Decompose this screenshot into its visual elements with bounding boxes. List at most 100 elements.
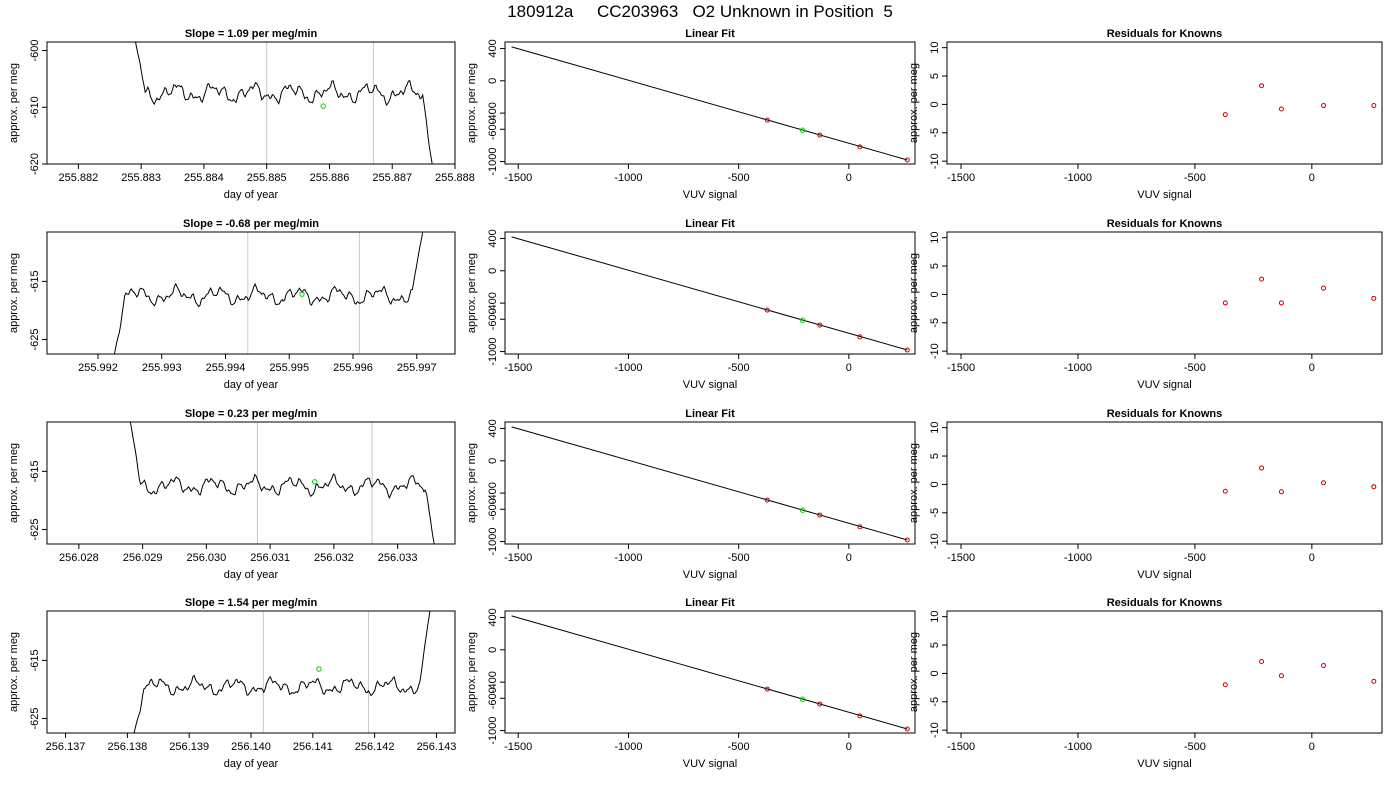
residual-point	[1278, 300, 1284, 306]
x-tick-label: -1500	[947, 741, 975, 753]
known-point	[817, 512, 823, 518]
known-point	[857, 524, 863, 530]
y-tick-label: 0	[487, 458, 499, 464]
x-tick-label: -1500	[504, 362, 532, 374]
y-tick-label: -620	[29, 153, 41, 175]
known-point	[857, 713, 863, 719]
known-point	[764, 307, 770, 313]
known-point	[764, 497, 770, 503]
unknown-point	[320, 103, 326, 109]
x-tick-label: -500	[728, 362, 750, 374]
y-tick-label: 0	[929, 481, 941, 487]
known-point	[764, 117, 770, 123]
x-tick-label: 256.142	[355, 741, 395, 753]
y-axis-label: approx. per meg	[8, 632, 20, 712]
residual-point	[1371, 484, 1377, 490]
y-tick-label: -1000	[487, 338, 499, 366]
y-tick-label: 5	[929, 73, 941, 79]
residual-point	[1371, 103, 1377, 109]
y-axis-label: approx. per meg	[466, 632, 478, 712]
y-axis-label: approx. per meg	[8, 63, 20, 143]
y-tick-label: 10	[929, 611, 941, 623]
y-tick-label: 0	[929, 291, 941, 297]
x-tick-label: 255.888	[435, 172, 475, 184]
unknown-point	[316, 666, 322, 672]
y-tick-label: 10	[929, 422, 941, 434]
x-tick-label: 256.033	[378, 552, 418, 564]
y-tick-label: -615	[29, 649, 41, 671]
fit-line	[511, 46, 908, 161]
x-tick-label: 0	[846, 172, 852, 184]
y-tick-label: -610	[29, 96, 41, 118]
panel-title: Residuals for Knowns	[1107, 408, 1223, 420]
y-tick-label: -5	[929, 318, 941, 328]
panel-title: Slope = 1.09 per meg/min	[185, 28, 318, 40]
y-tick-label: 0	[929, 101, 941, 107]
time-series-line	[133, 611, 431, 733]
x-axis-label: VUV signal	[1137, 379, 1191, 391]
y-tick-label: -1000	[487, 148, 499, 176]
y-axis-label: approx. per meg	[466, 63, 478, 143]
residual-point	[1222, 300, 1228, 306]
panel-title: Linear Fit	[685, 28, 735, 40]
y-tick-label: -10	[929, 722, 941, 738]
known-point	[817, 322, 823, 328]
x-tick-label: 255.882	[59, 172, 99, 184]
x-tick-label: 0	[846, 362, 852, 374]
x-tick-label: 0	[1309, 552, 1315, 564]
known-point	[817, 132, 823, 138]
panel-title: Linear Fit	[685, 408, 735, 420]
residual-point	[1222, 488, 1228, 494]
x-tick-label: -500	[1184, 552, 1206, 564]
x-tick-label: 255.994	[206, 362, 246, 374]
x-tick-label: 255.996	[333, 362, 373, 374]
unknown-point	[299, 291, 305, 297]
x-tick-label: 256.032	[314, 552, 354, 564]
y-axis-label: approx. per meg	[466, 443, 478, 523]
y-tick-label: -5	[929, 508, 941, 518]
residual-point	[1222, 112, 1228, 118]
known-point	[857, 144, 863, 150]
residual-point	[1371, 678, 1377, 684]
y-tick-label: -5	[929, 697, 941, 707]
x-axis-label: day of year	[224, 189, 279, 201]
y-tick-label: -10	[929, 533, 941, 549]
y-tick-label: 400	[487, 419, 499, 437]
x-tick-label: -1000	[1064, 741, 1092, 753]
fit-line	[511, 615, 908, 730]
plot-frame	[946, 41, 1383, 165]
y-axis-label: approx. per meg	[908, 63, 920, 143]
panel-title: Slope = -0.68 per meg/min	[183, 218, 319, 230]
y-axis-label: approx. per meg	[908, 253, 920, 333]
y-tick-label: -10	[929, 153, 941, 169]
y-tick-label: 5	[929, 263, 941, 269]
plot-frame	[504, 610, 916, 734]
y-tick-label: 10	[929, 232, 941, 244]
y-tick-label: -400	[487, 102, 499, 124]
x-axis-label: VUV signal	[1137, 189, 1191, 201]
time-series-line	[134, 42, 433, 164]
y-tick-label: 400	[487, 229, 499, 247]
x-tick-label: 256.028	[59, 552, 99, 564]
known-point	[764, 686, 770, 692]
unknown-point	[799, 696, 806, 702]
known-point	[904, 347, 910, 353]
x-tick-label: -1000	[614, 552, 642, 564]
known-point	[904, 157, 910, 163]
unknown-point	[312, 479, 318, 485]
y-tick-label: -600	[487, 498, 499, 520]
x-tick-label: 255.995	[269, 362, 309, 374]
y-tick-label: -600	[487, 118, 499, 140]
x-axis-label: VUV signal	[1137, 758, 1191, 770]
y-tick-label: 400	[487, 608, 499, 626]
y-tick-label: -400	[487, 482, 499, 504]
y-axis-label: approx. per meg	[8, 443, 20, 523]
x-tick-label: 256.029	[123, 552, 163, 564]
y-axis-label: approx. per meg	[466, 253, 478, 333]
x-tick-label: 0	[846, 741, 852, 753]
x-tick-label: 255.887	[372, 172, 412, 184]
y-tick-label: -1000	[487, 528, 499, 556]
x-tick-label: 255.886	[310, 172, 350, 184]
x-axis-label: day of year	[224, 569, 279, 581]
y-axis-label: approx. per meg	[908, 443, 920, 523]
